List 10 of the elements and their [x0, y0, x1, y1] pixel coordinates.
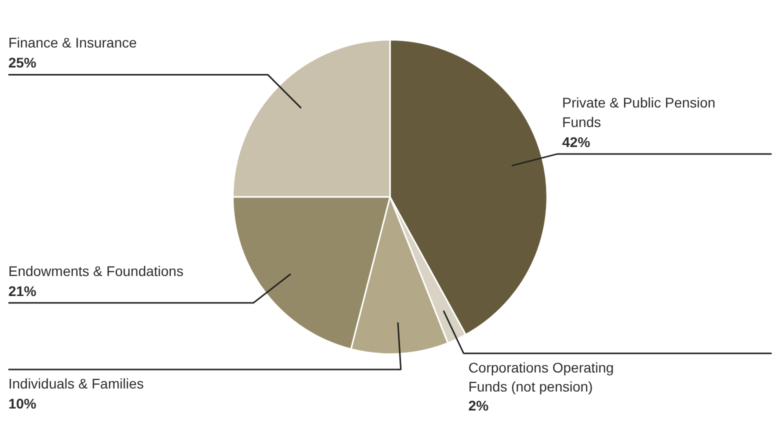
data-label: 10%: [8, 395, 37, 412]
slice-label: Individuals & Families: [8, 375, 144, 392]
slice-label: Private & Public Pension Funds: [562, 94, 716, 130]
data-label: 2%: [468, 397, 490, 414]
data-label: 42%: [562, 134, 591, 150]
data-label: 25%: [8, 54, 37, 71]
slice-label: Finance & Insurance: [8, 34, 137, 51]
slice-label: Corporations Operating Funds (not pension): [468, 359, 614, 395]
slice-label: Endowments & Foundations: [8, 262, 184, 279]
data-label: 21%: [8, 282, 37, 299]
